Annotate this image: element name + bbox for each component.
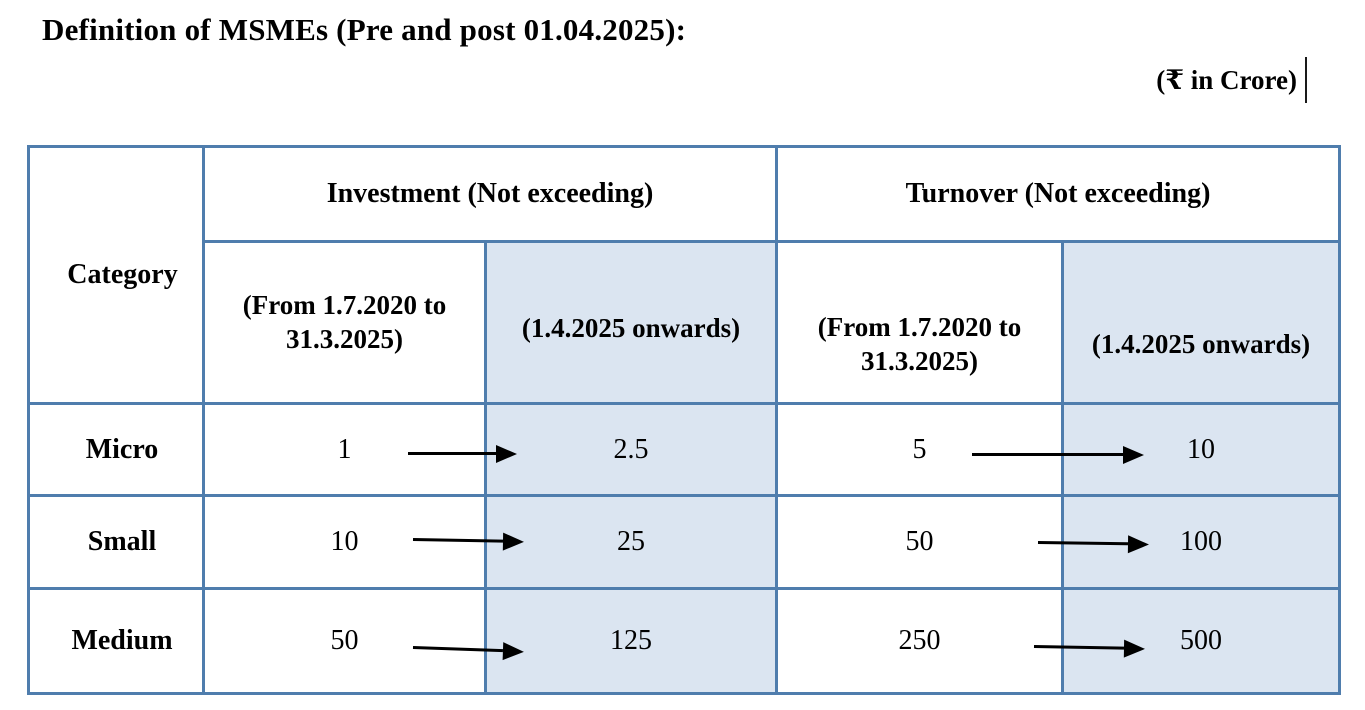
investment-period-pre-header: (From 1.7.2020 to 31.3.2025) xyxy=(202,240,487,405)
turnover-period-pre-header: (From 1.7.2020 to 31.3.2025) xyxy=(775,240,1064,405)
investment-pre-value: 1 xyxy=(202,402,487,497)
investment-period-post-header: (1.4.2025 onwards) xyxy=(484,240,778,405)
change-arrow-icon xyxy=(408,452,496,455)
unit-note: (₹ in Crore) xyxy=(1156,56,1307,104)
turnover-post-value: 10 xyxy=(1060,402,1342,497)
investment-post-value: 125 xyxy=(484,587,778,695)
turnover-group-header: Turnover (Not exceeding) xyxy=(774,145,1342,243)
category-column-header: Category xyxy=(27,145,205,405)
change-arrow-icon xyxy=(972,453,1123,456)
category-label: Micro xyxy=(27,402,205,497)
turnover-period-post-header: (1.4.2025 onwards) xyxy=(1060,240,1342,405)
turnover-post-value: 500 xyxy=(1060,587,1342,695)
turnover-pre-value: 50 xyxy=(775,494,1064,590)
investment-post-value: 25 xyxy=(484,494,778,590)
table-header-row-periods: (From 1.7.2020 to 31.3.2025) (1.4.2025 o… xyxy=(29,240,1342,405)
unit-note-text: (₹ in Crore) xyxy=(1156,64,1297,95)
msme-table: Category Investment (Not exceeding) Turn… xyxy=(27,145,1342,695)
msme-definition-table: Category Investment (Not exceeding) Turn… xyxy=(27,145,1342,695)
page-title: Definition of MSMEs (Pre and post 01.04.… xyxy=(42,12,687,47)
category-label: Medium xyxy=(27,587,205,695)
turnover-pre-value: 5 xyxy=(775,402,1064,497)
investment-post-value: 2.5 xyxy=(484,402,778,497)
investment-pre-value: 10 xyxy=(202,494,487,590)
turnover-pre-value: 250 xyxy=(775,587,1064,695)
table-row-medium: Medium 50 125 250 500 xyxy=(27,587,1342,695)
investment-pre-value: 50 xyxy=(202,587,487,695)
table-row-small: Small 10 25 50 100 xyxy=(27,494,1342,590)
table-row-micro: Micro 1 2.5 5 10 xyxy=(27,402,1342,497)
investment-group-header: Investment (Not exceeding) xyxy=(202,145,778,243)
text-cursor xyxy=(1305,57,1307,103)
category-label: Small xyxy=(27,494,205,590)
table-header-row-groups: Category Investment (Not exceeding) Turn… xyxy=(27,145,1342,405)
